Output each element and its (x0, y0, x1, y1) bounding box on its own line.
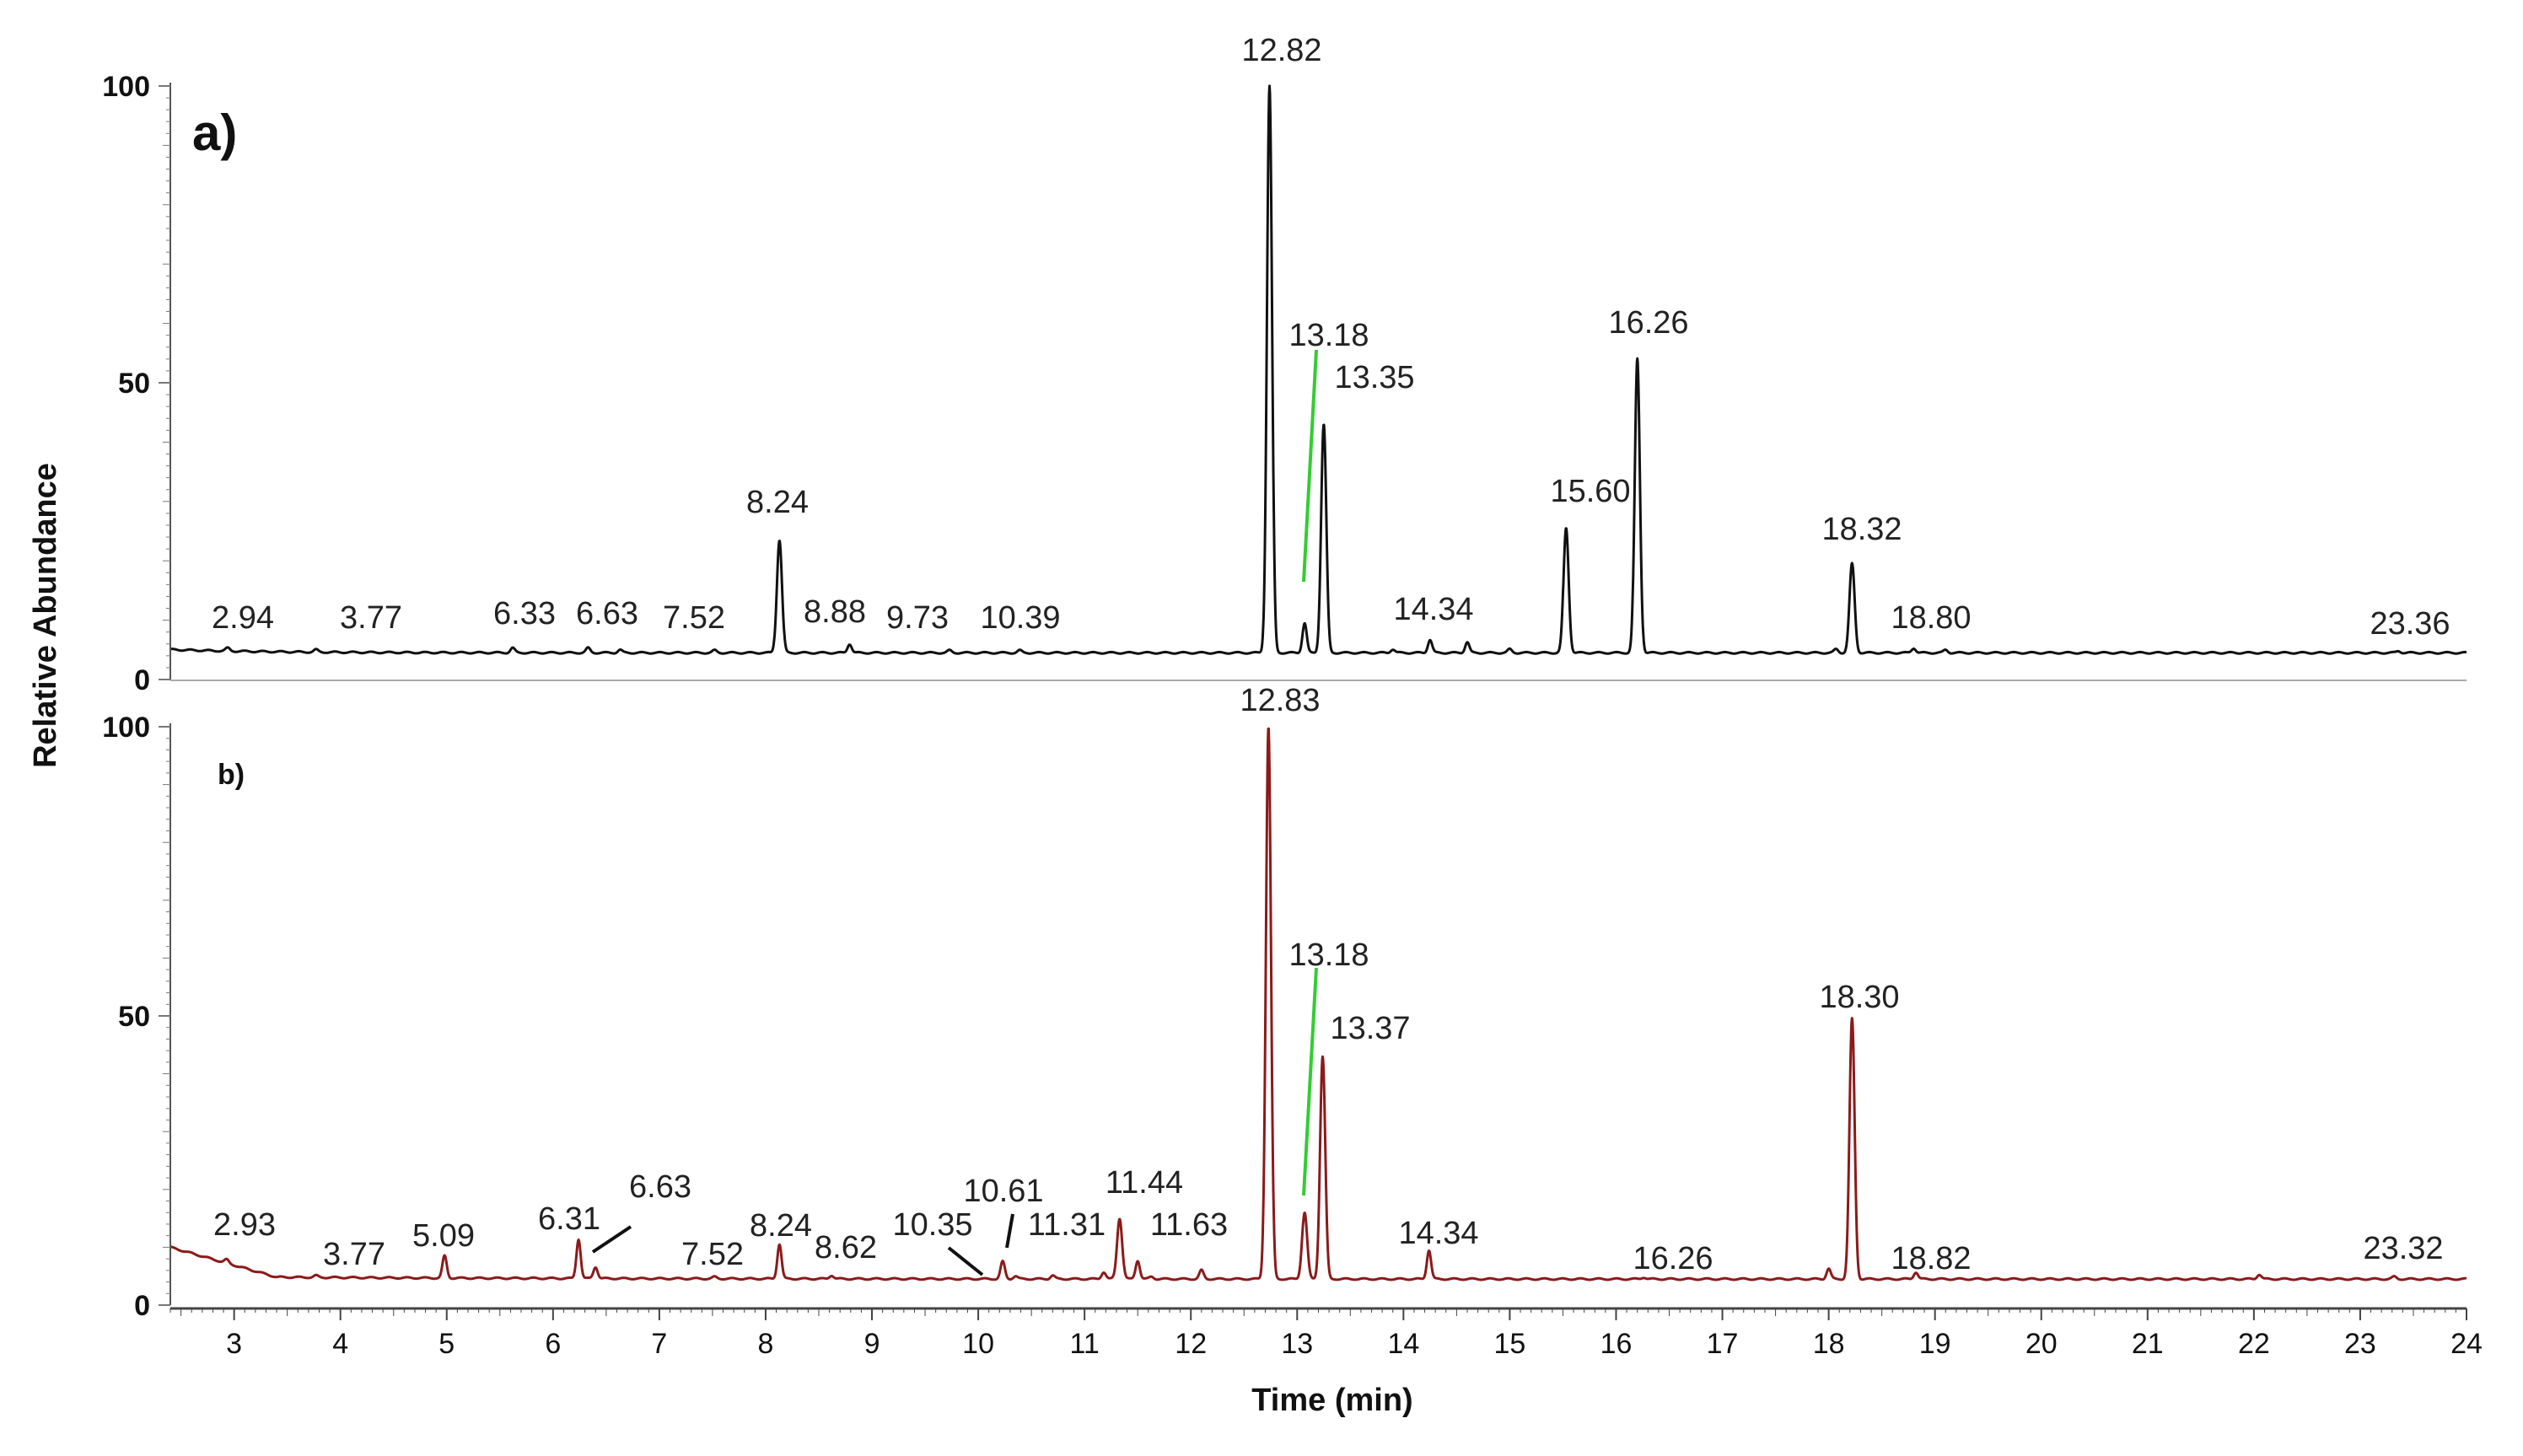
peak-label: 10.39 (980, 600, 1060, 636)
x-tick-label: 8 (758, 1328, 774, 1360)
x-tick-label: 10 (962, 1328, 994, 1360)
x-tick-label: 9 (864, 1328, 880, 1360)
peak-label: 16.26 (1608, 305, 1688, 341)
peak-label: 10.61 (963, 1174, 1043, 1209)
peak-label: 3.77 (323, 1237, 385, 1272)
peak-label: 14.34 (1393, 592, 1473, 627)
x-tick-label: 20 (2025, 1328, 2058, 1360)
x-tick-label: 16 (1600, 1328, 1633, 1360)
peak-label: 11.44 (1105, 1165, 1183, 1201)
peak-label: 5.09 (412, 1218, 475, 1254)
peak-label: 18.32 (1821, 512, 1902, 547)
x-tick-label: 15 (1494, 1328, 1526, 1360)
peak-leader-line (947, 1246, 984, 1276)
x-tick-label: 5 (438, 1328, 455, 1360)
peak-leader-line (1005, 1213, 1014, 1249)
peak-label: 18.80 (1891, 600, 1971, 636)
panel-a: 2.94 3.77 6.33 6.63 7.52 8.24 8.88 9.73 10.39 12.… (169, 33, 2467, 655)
peak-label: 6.63 (629, 1169, 691, 1205)
peak-label: 16.26 (1633, 1241, 1713, 1276)
peak-label: 11.31 (1028, 1207, 1105, 1243)
peak-label: 7.52 (681, 1237, 744, 1272)
peak-label: 3.77 (340, 600, 402, 636)
peak-label: 8.24 (750, 1208, 812, 1244)
x-tick-label: 21 (2132, 1328, 2164, 1360)
y-tick-label: 100 (102, 71, 150, 103)
x-tick-label: 6 (545, 1328, 561, 1360)
peak-label: 6.33 (493, 596, 556, 631)
peak-label: 8.62 (815, 1230, 877, 1265)
peak-label: 6.31 (538, 1201, 600, 1237)
x-tick-label: 11 (1070, 1328, 1100, 1360)
peak-leader-line (591, 1225, 632, 1254)
x-tick-label: 22 (2238, 1328, 2270, 1360)
x-tick-label: 18 (1813, 1328, 1845, 1360)
peak-label: 13.18 (1288, 318, 1369, 353)
y-tick-label: 0 (134, 1290, 150, 1322)
peak-leader-line (1302, 967, 1318, 1196)
x-tick-label: 12 (1175, 1328, 1207, 1360)
y-axis-label: Relative Abundance (28, 463, 63, 768)
x-tick-label: 23 (2344, 1328, 2376, 1360)
peak-label: 13.37 (1330, 1011, 1410, 1046)
peak-label: 7.52 (663, 600, 725, 636)
peak-label: 2.94 (212, 600, 274, 636)
x-tick-label: 24 (2450, 1328, 2483, 1360)
peak-label: 8.88 (804, 594, 866, 630)
peak-label: 13.35 (1334, 360, 1414, 395)
peak-label: 23.32 (2363, 1231, 2443, 1266)
y-tick-label: 50 (118, 368, 150, 400)
panel-label: b) (218, 759, 245, 791)
peak-label: 9.73 (886, 600, 949, 636)
peak-label: 2.93 (213, 1207, 276, 1243)
peak-label: 18.30 (1819, 980, 1899, 1015)
x-tick-label: 13 (1281, 1328, 1313, 1360)
peak-label: 12.82 (1241, 33, 1321, 68)
axes: 0 50 100 0 50 100 3 4 5 6 7 8 9 10 11 12 13 14 15 16 17 18 19 2… (102, 71, 2483, 1360)
peak-label: 15.60 (1550, 474, 1630, 509)
y-tick-label: 50 (118, 1001, 150, 1033)
y-tick-label: 100 (102, 712, 150, 744)
panel-label: a) (192, 105, 237, 161)
peak-label: 12.83 (1240, 683, 1320, 718)
peak-label: 6.63 (576, 596, 638, 631)
trace-line-a (169, 84, 2467, 655)
peak-label: 10.35 (892, 1207, 972, 1243)
y-tick-label: 0 (134, 664, 150, 696)
peak-label: 8.24 (746, 485, 809, 520)
x-tick-label: 4 (332, 1328, 348, 1360)
x-tick-label: 14 (1387, 1328, 1419, 1360)
x-tick-label: 7 (651, 1328, 667, 1360)
x-tick-label: 3 (226, 1328, 242, 1360)
peak-leader-line (1302, 349, 1318, 583)
trace-line-b (169, 727, 2467, 1281)
panel-b: 2.93 3.77 5.09 6.31 6.63 7.528.248.62 10.3510.… (169, 683, 2467, 1281)
peak-label: 18.82 (1891, 1241, 1971, 1276)
x-axis-label: Time (min) (1251, 1383, 1412, 1418)
x-tick-label: 17 (1707, 1328, 1739, 1360)
peak-label: 14.34 (1398, 1216, 1478, 1251)
peak-label: 13.18 (1288, 938, 1369, 973)
peak-label: 11.63 (1150, 1207, 1228, 1243)
peak-label: 23.36 (2370, 606, 2450, 642)
x-tick-label: 19 (1919, 1328, 1951, 1360)
